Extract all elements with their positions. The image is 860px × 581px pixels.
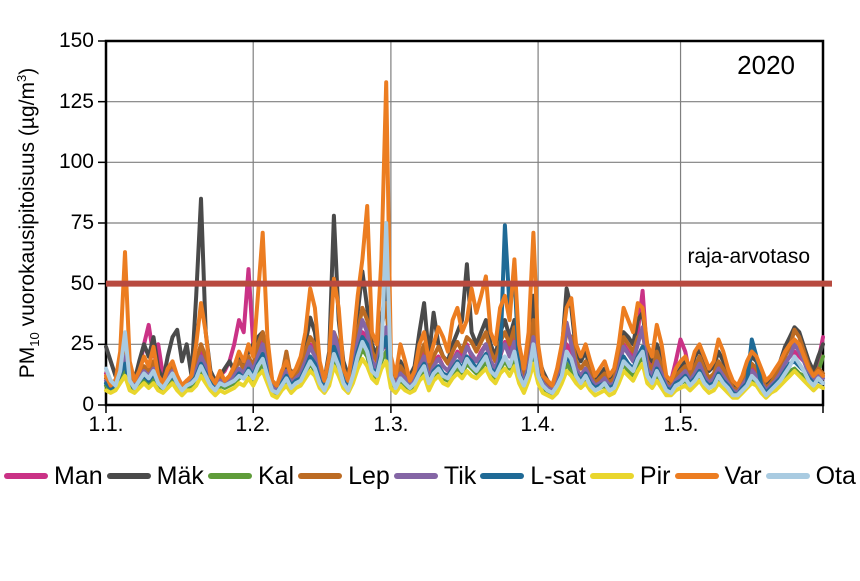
var-line-swatch	[674, 473, 719, 479]
legend-item-mak: Mäk	[106, 461, 204, 491]
year-label: 2020	[737, 50, 795, 80]
kal-line-swatch	[207, 473, 252, 479]
y-tick-0: 0	[82, 393, 94, 416]
y-tick-125: 125	[58, 90, 94, 113]
limit-line-label: raja-arvotaso	[687, 245, 810, 268]
y-tick-75: 75	[70, 211, 94, 234]
legend-item-tik: Tik	[393, 461, 476, 491]
mak-line-swatch	[106, 473, 151, 479]
y-tick-150: 150	[58, 29, 94, 52]
tik-line-swatch	[393, 473, 438, 479]
chart-legend: Man Mäk Kal Lep Tik L-sat Pir Var Ota	[4, 461, 856, 491]
legend-item-man: Man	[4, 461, 103, 491]
man-line-swatch	[4, 473, 48, 479]
x-tick-jan: 1.1.	[88, 413, 124, 436]
x-tick-mar: 1.3.	[373, 413, 409, 436]
legend-item-lep: Lep	[298, 461, 390, 491]
y-tick-25: 25	[70, 332, 94, 355]
legend-item-lsat: L-sat	[480, 461, 586, 491]
legend-item-pir: Pir	[589, 461, 670, 491]
x-tick-apr: 1.4.	[520, 413, 556, 436]
legend-item-ota: Ota	[765, 461, 856, 491]
y-tick-50: 50	[70, 272, 94, 295]
legend-item-kal: Kal	[207, 461, 294, 491]
x-tick-feb: 1.2.	[235, 413, 271, 436]
y-tick-100: 100	[58, 150, 94, 173]
ota-line-swatch	[765, 473, 810, 479]
pir-line-swatch	[589, 473, 634, 479]
lep-line-swatch	[298, 473, 343, 479]
lsat-line-swatch	[480, 473, 525, 479]
legend-item-var: Var	[674, 461, 762, 491]
x-tick-may: 1.5.	[663, 413, 699, 436]
